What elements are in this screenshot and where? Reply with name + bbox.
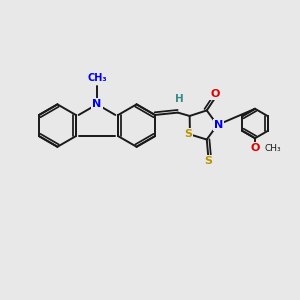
Text: CH₃: CH₃ — [265, 144, 281, 153]
Text: O: O — [210, 89, 220, 99]
Text: CH₃: CH₃ — [87, 73, 107, 83]
Text: S: S — [204, 156, 212, 166]
Text: H: H — [175, 94, 184, 104]
Text: O: O — [250, 143, 260, 153]
Text: N: N — [92, 99, 102, 110]
Text: N: N — [214, 120, 224, 130]
Text: S: S — [184, 129, 193, 139]
